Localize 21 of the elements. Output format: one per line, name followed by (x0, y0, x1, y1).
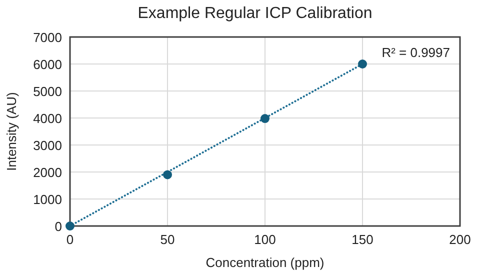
point (163, 170, 172, 180)
point (260, 114, 270, 124)
x-tick-label: 100 (254, 232, 276, 247)
y-tick-label: 2000 (33, 165, 62, 180)
y-tick-label: 3000 (33, 138, 62, 153)
y-tick-label: 5000 (33, 84, 62, 99)
point (358, 60, 367, 68)
point (66, 222, 74, 230)
y-tick-label: 0 (54, 219, 62, 234)
x-tick-label: 0 (66, 232, 74, 247)
chart-title: Example Regular ICP Calibration (138, 5, 372, 22)
y-tick-label: 1000 (33, 192, 62, 207)
annotation: R² = 0.9997 (382, 45, 450, 60)
y-tick-label: 6000 (33, 57, 62, 72)
x-tick-label: 150 (352, 232, 374, 247)
x-tick-label: 50 (160, 232, 175, 247)
y-tick-label: 7000 (33, 30, 62, 45)
y-tick-label: 4000 (33, 111, 62, 126)
x-axis-title: Concentration (ppm) (206, 255, 324, 270)
x-tick-label: 200 (449, 232, 471, 247)
y-axis-title: Intensity (AU) (4, 92, 19, 171)
